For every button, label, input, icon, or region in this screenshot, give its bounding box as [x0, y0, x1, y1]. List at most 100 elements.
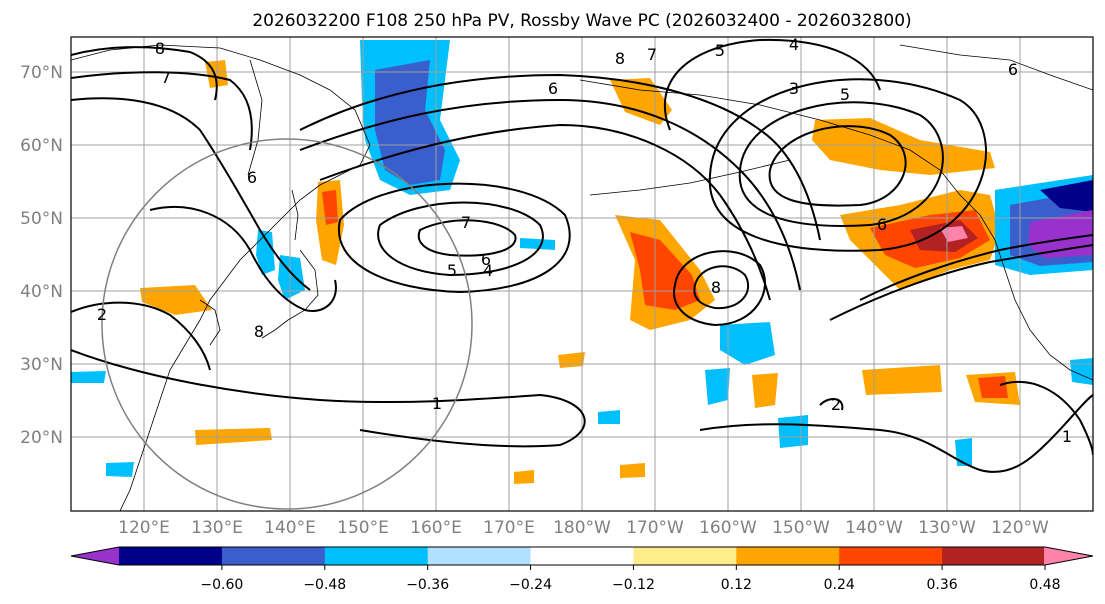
contour-label: 5 [715, 41, 725, 60]
lon-label: 140°E [264, 518, 316, 538]
colorbar-tick-label: −0.24 [509, 577, 552, 593]
contour-label: 7 [161, 68, 171, 87]
contour-jet-3 [299, 73, 821, 241]
lat-label: 30°N [20, 355, 63, 375]
contour-jet-1 [299, 98, 801, 291]
shade-negative-subtropic3 [778, 415, 808, 448]
colorbar-extend-low [71, 547, 120, 565]
lon-label: 140°W [845, 518, 903, 538]
contour-cutoff-low-2 [673, 250, 766, 327]
contour-high-east-4 [738, 101, 944, 227]
contour-label: 4 [483, 261, 493, 280]
colorbar-outline [70, 546, 1094, 566]
contour-2-mid [819, 398, 844, 411]
latitude-labels: 70°N 60°N 50°N 40°N 30°N 20°N [20, 63, 63, 448]
contour-label: 7 [461, 213, 471, 232]
contour-label-group: 8 7 6 7 5 4 3 5 8 6 7 6 5 4 6 8 1 2 1 2 [97, 37, 1072, 446]
coast-asia [71, 44, 371, 511]
shade-positive-gulf [812, 118, 995, 175]
colorbar-tick-label: 0.12 [721, 577, 752, 593]
shade-negative-japan [256, 230, 275, 275]
pv-contours [71, 38, 1093, 473]
lat-label: 50°N [20, 209, 63, 229]
lat-label: 70°N [20, 63, 63, 83]
colorbar-extend-high [1044, 547, 1093, 565]
shade-positive-sub-east1 [862, 365, 942, 395]
colorbar-segment [942, 547, 1046, 565]
contour-7-west [71, 71, 253, 151]
shade-positive-japan-sea-core [322, 190, 338, 225]
lon-label: 170°W [626, 518, 684, 538]
contour-high-east-3 [768, 125, 907, 207]
shade-positive-south4 [514, 470, 534, 484]
colorbar-segment [427, 547, 532, 565]
shade-negative-south3 [955, 438, 972, 466]
colorbar-tick-label: −0.48 [303, 577, 346, 593]
map-frame [70, 36, 1094, 512]
shade-negative-south2 [71, 371, 106, 383]
colorbar-segment [119, 547, 223, 565]
map-panel: 8 7 6 7 5 4 3 5 8 6 7 6 5 4 6 8 1 2 1 2 [70, 36, 1094, 512]
contour-cutoff-low [693, 265, 750, 310]
contour-label: 6 [481, 250, 491, 269]
contour-low-7 [417, 219, 517, 257]
shade-negative-subtropic [720, 322, 775, 365]
shade-negative-aleutian-strip [520, 238, 555, 250]
coast-north-america [994, 239, 1093, 381]
coast-korea [199, 299, 221, 346]
lon-label: 120°W [991, 518, 1049, 538]
contour-label: 6 [548, 79, 558, 98]
contour-label: 8 [155, 39, 165, 58]
contour-label: 7 [647, 45, 657, 64]
colorbar-tick-label: 0.24 [824, 577, 855, 593]
coast-kamchatka [247, 59, 263, 176]
contour-high-east-5 [708, 78, 987, 252]
contour-east-jet-2 [859, 234, 1093, 301]
lon-label: 160°E [410, 518, 462, 538]
contour-ridge-west [71, 97, 311, 291]
shade-positive-subtropic [752, 373, 778, 408]
shade-negative-west-coast-peak [1028, 210, 1093, 258]
lon-label: 130°E [191, 518, 243, 538]
colorbar-tick-label: −0.12 [612, 577, 655, 593]
lon-label: 150°E [337, 518, 389, 538]
shade-positive-korea [140, 285, 212, 315]
contour-label: 8 [615, 49, 625, 68]
coast-aleutians [589, 159, 791, 196]
colorbar-segment [736, 547, 840, 565]
shade-negative-west-coast-core [1040, 180, 1093, 212]
contour-trough-japan [149, 206, 337, 312]
colorbar-tick-label: −0.60 [200, 577, 243, 593]
contour-label: 8 [711, 278, 721, 297]
shade-negative-subtropic2 [705, 368, 730, 405]
colorbar-segment [324, 547, 429, 565]
lon-label: 130°W [918, 518, 976, 538]
colorbar: −0.60 −0.48 −0.36 −0.24 −0.12 0.12 0.24 0.36 0.4… [70, 546, 1094, 593]
contour-label: 6 [877, 215, 887, 234]
contour-label: 5 [840, 85, 850, 104]
contour-8-west [71, 46, 218, 101]
lat-label: 60°N [20, 136, 63, 156]
contour-label: 2 [831, 395, 841, 414]
radius-circle [101, 138, 473, 510]
contour-low-5 [337, 182, 571, 294]
coast-arctic [899, 44, 1093, 91]
contour-label: 2 [97, 305, 107, 324]
lon-label: 180°W [553, 518, 611, 538]
lat-label: 20°N [20, 428, 63, 448]
contour-label: 6 [1008, 60, 1018, 79]
lon-label: 160°W [699, 518, 757, 538]
shade-negative-south4 [598, 410, 620, 424]
shade-positive-south3 [620, 463, 645, 478]
colorbar-segment [221, 547, 326, 565]
contour-jet-2 [319, 123, 771, 301]
colorbar-segment [839, 547, 943, 565]
colorbar-tick-label: −0.36 [406, 577, 449, 593]
contour-label: 6 [247, 168, 257, 187]
shade-positive-bering [610, 78, 672, 125]
pv-shading [71, 40, 1093, 484]
contour-label: 3 [789, 79, 799, 98]
contour-label: 5 [447, 261, 457, 280]
colorbar-tick-label: 0.36 [927, 577, 958, 593]
